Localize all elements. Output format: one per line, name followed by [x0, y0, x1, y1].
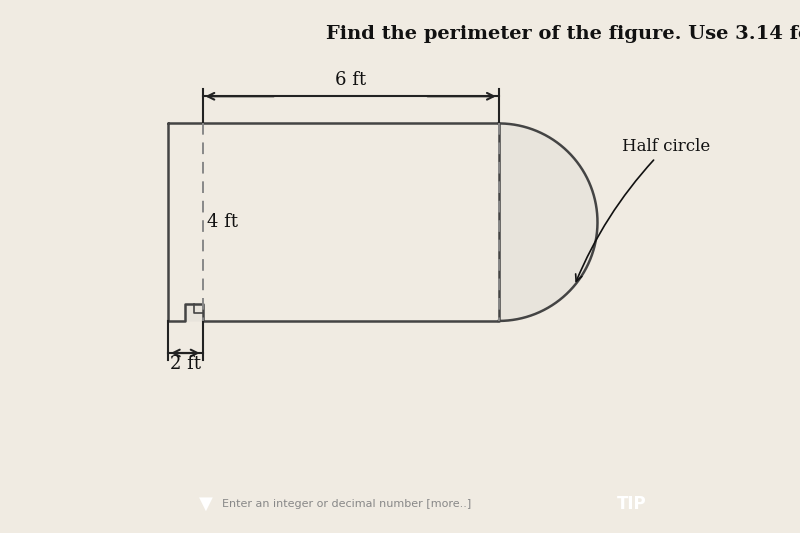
Text: Enter an integer or decimal number [more..]: Enter an integer or decimal number [more…	[222, 499, 471, 508]
Text: 2 ft: 2 ft	[170, 356, 201, 374]
Polygon shape	[168, 124, 598, 321]
Text: Find the perimeter of the figure. Use 3.14 for π. (The figure is not to sc: Find the perimeter of the figure. Use 3.…	[326, 25, 800, 43]
Text: Half circle: Half circle	[576, 138, 710, 281]
Text: ▼: ▼	[199, 495, 213, 513]
Text: TIP: TIP	[617, 495, 647, 513]
Text: 6 ft: 6 ft	[335, 71, 366, 89]
Text: 4 ft: 4 ft	[207, 213, 238, 231]
